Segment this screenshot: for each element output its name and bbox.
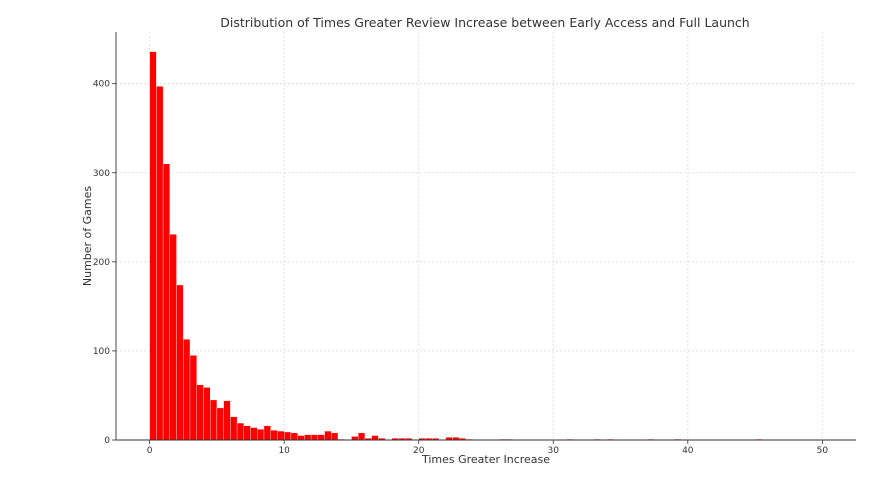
histogram-bar <box>230 416 238 441</box>
histogram-bar <box>223 400 231 441</box>
y-axis-label: Number of Games <box>81 186 94 287</box>
histogram-bar <box>196 384 204 441</box>
histogram-bar <box>358 432 366 441</box>
histogram-bar <box>257 429 265 441</box>
x-axis-label: Times Greater Increase <box>421 453 550 466</box>
histogram-bar <box>250 427 258 441</box>
histogram-bar <box>176 284 184 441</box>
histogram-bar <box>156 86 164 441</box>
histogram-bar <box>304 434 312 441</box>
histogram-bar <box>351 436 359 441</box>
histogram-bar <box>243 425 251 441</box>
histogram-bar <box>169 234 177 441</box>
y-tick-label: 100 <box>93 347 110 357</box>
histogram-bar <box>371 435 379 441</box>
x-tick-label: 50 <box>817 446 829 456</box>
histogram-bar <box>297 435 305 441</box>
x-tick-label: 30 <box>548 446 560 456</box>
histogram-bar <box>162 163 170 441</box>
y-tick-label: 300 <box>93 169 110 179</box>
histogram-bar <box>263 425 271 441</box>
x-tick-label: 10 <box>278 446 290 456</box>
bars-layer <box>149 51 762 441</box>
axes-layer: 0 10 20 30 40 50 0 100 200 300 400 <box>93 32 856 456</box>
histogram-bar <box>236 422 244 441</box>
histogram-bar <box>331 432 339 441</box>
histogram-bar <box>284 431 292 441</box>
grid-layer <box>116 32 856 441</box>
x-tick-label: 20 <box>413 446 425 456</box>
y-tick-label: 200 <box>93 258 110 268</box>
histogram-bar <box>290 432 298 441</box>
histogram-bar <box>149 51 157 441</box>
x-tick-label: 0 <box>147 446 153 456</box>
histogram-bar <box>270 430 278 441</box>
x-tick-label: 40 <box>682 446 694 456</box>
chart-title: Distribution of Times Greater Review Inc… <box>220 15 749 30</box>
histogram-bar <box>189 355 197 441</box>
histogram-bar <box>317 434 325 441</box>
y-tick-label: 400 <box>93 80 110 90</box>
histogram-bar <box>216 407 224 441</box>
histogram-bar <box>310 434 318 441</box>
y-tick-label: 0 <box>104 436 110 446</box>
histogram-bar <box>324 430 332 441</box>
histogram-bar <box>277 430 285 441</box>
histogram-bar <box>183 339 191 441</box>
histogram-bar <box>203 387 211 441</box>
histogram-bar <box>210 399 218 441</box>
